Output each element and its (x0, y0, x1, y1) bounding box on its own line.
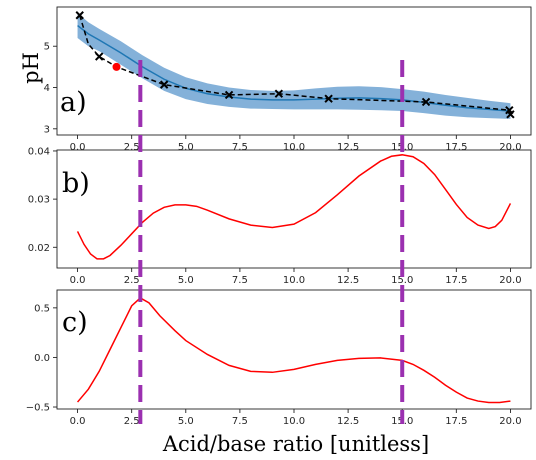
x-tick-label: 0.0 (70, 416, 86, 427)
y-tick-label: −0.5 (26, 403, 50, 414)
dashed-marker-lines (138, 60, 405, 424)
x-marker (159, 80, 169, 89)
x-tick-label: 10.0 (283, 416, 305, 427)
x-tick-label: 7.5 (232, 275, 248, 286)
y-tick-label: 0.04 (28, 146, 50, 157)
panel-c: 0.02.55.07.510.012.515.017.520.0−0.50.00… (26, 289, 532, 427)
highlight-point (112, 62, 121, 71)
x-tick-label: 17.5 (445, 275, 467, 286)
x-tick-label: 7.5 (232, 142, 248, 153)
x-tick-label: 15.0 (391, 275, 413, 286)
panel-label: b) (62, 168, 90, 199)
x-tick-label: 20.0 (499, 416, 521, 427)
observed-dashed-line (79, 15, 512, 115)
x-tick-label: 2.5 (124, 275, 140, 286)
x-marker (224, 90, 234, 100)
x-tick-label: 7.5 (232, 416, 248, 427)
panel-label: c) (62, 307, 88, 338)
plot-area (76, 297, 511, 404)
y-tick-label: 0.5 (34, 303, 50, 314)
x-tick-label: 12.5 (337, 416, 359, 427)
x-tick-label: 0.0 (70, 275, 86, 286)
mean-line (77, 24, 511, 112)
x-marker (506, 110, 515, 119)
x-tick-label: 5.0 (178, 142, 194, 153)
x-tick-label: 20.0 (499, 275, 521, 286)
x-tick-label: 20.0 (499, 142, 521, 153)
x-tick-label: 0.0 (70, 142, 86, 153)
x-tick-label: 10.0 (283, 275, 305, 286)
x-marker (324, 94, 333, 103)
x-marker (421, 97, 431, 107)
x-tick-label: 17.5 (445, 142, 467, 153)
y-tick-label: 0.0 (34, 353, 50, 364)
x-tick-label: 2.5 (124, 416, 140, 427)
x-tick-label: 10.0 (283, 142, 305, 153)
y-tick-label: 5 (44, 42, 50, 53)
x-tick-label: 12.5 (337, 275, 359, 286)
y-tick-label: 3 (44, 124, 50, 135)
x-tick-label: 5.0 (178, 275, 194, 286)
chart-panels: 0.0 2.5 5.0 7.5 10.0 12.5 15.0 17.5 20.0 3 4 5 a) 0.0… (26, 6, 532, 427)
x-marker (94, 52, 104, 61)
axes-frame (56, 289, 532, 410)
series-line (76, 297, 511, 404)
y-tick-label: 4 (44, 83, 50, 94)
x-tick-label: 2.5 (124, 142, 140, 153)
x-tick-label: 12.5 (337, 142, 359, 153)
panel-label: a) (60, 87, 87, 118)
y-tick-label: 0.03 (28, 195, 50, 206)
series-line (76, 154, 512, 260)
y-tick-label: 0.02 (28, 243, 50, 254)
panel-b: 0.0 2.5 5.0 7.5 10.0 12.5 15.0 17.5 20.0 0.02 0.03… (28, 146, 532, 286)
x-tick-label: 17.5 (445, 416, 467, 427)
plot-area (76, 154, 512, 260)
x-axis-label: Acid/base ratio [unitless] (162, 432, 429, 456)
x-marker (75, 11, 84, 20)
x-tick-label: 5.0 (178, 416, 194, 427)
x-marker (274, 89, 284, 98)
y-axis-label-a: pH (19, 52, 43, 84)
